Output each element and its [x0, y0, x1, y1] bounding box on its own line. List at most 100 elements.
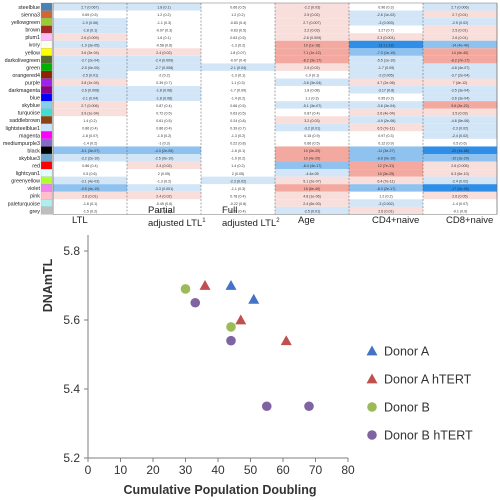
- heatmap-cell-value: -1.1 (0.3): [157, 21, 172, 25]
- module-color-swatch: [40, 138, 53, 147]
- heatmap-cell: [349, 131, 423, 139]
- heatmap-cell: [349, 86, 423, 94]
- data-point: [280, 335, 292, 346]
- heatmap-cell-value: -0.97 (0.3): [156, 28, 173, 32]
- heatmap-cell-value: 3.6 (3e-04): [81, 51, 99, 55]
- heatmap-cell-value: 1.2 (0.2): [157, 13, 170, 17]
- heatmap-cell-value: -2.4 (0.02): [452, 134, 469, 138]
- heatmap-cell-value: 2.2 (0.03): [304, 28, 319, 32]
- module-label: darkolivegreen: [5, 58, 40, 64]
- heatmap-cell: [423, 18, 497, 26]
- heatmap-row: sienna3 0.69 (0.5) 1.2 (0.2) 1.2 (0.2) 2.5 (…: [21, 10, 497, 19]
- heatmap-cell: [127, 206, 201, 215]
- heatmap-cell: [127, 40, 201, 49]
- module-label: greenyellow: [11, 179, 40, 185]
- heatmap-cell-value: -1.4 (0.2): [231, 96, 246, 100]
- heatmap-cell-value: -3.6 (3e-04): [451, 96, 470, 100]
- heatmap-cell: [349, 116, 423, 124]
- heatmap-cell: [201, 206, 275, 215]
- heatmap-cell: [53, 70, 127, 79]
- heatmap-cell: [127, 93, 201, 102]
- data-point: [235, 314, 247, 325]
- x-tick-label: 80: [341, 463, 355, 477]
- heatmap-cell-value: -2.6 (1e-02): [377, 13, 396, 17]
- heatmap-cell-value: -9.5 (4e-10): [81, 187, 100, 191]
- heatmap-cell: [275, 116, 349, 124]
- heatmap-row: green -2.5 (0e-00) -2.7 (0.008) -2.1 (0.04)…: [26, 63, 497, 71]
- heatmap-cell: [275, 55, 349, 64]
- heatmap-cell-value: 13.1 (-18): [378, 43, 394, 47]
- heatmap-cell: [275, 70, 349, 79]
- heatmap-cell-value: -1.7 (0.09): [230, 89, 247, 93]
- heatmap-cell: [275, 138, 349, 147]
- heatmap-cell-value: 4.7 (2e-06): [377, 81, 395, 85]
- module-color-swatch: [40, 101, 53, 109]
- module-color-swatch: [40, 153, 53, 162]
- heatmap-cell-value: -0.58 (0.6): [156, 43, 173, 47]
- module-color-swatch: [40, 85, 53, 94]
- heatmap-cell-value: 0.95 (0.3): [378, 96, 393, 100]
- heatmap-cell: [423, 154, 497, 162]
- heatmap-cell: [423, 25, 497, 34]
- heatmap-row: orangered4 -2.5 (0.01) -2 (0.2) -1.3 (0.1) -…: [12, 70, 497, 79]
- heatmap-row: yellowgreen -1.9 (0.06) -1.1 (0.3) -0.83 (0…: [11, 18, 497, 26]
- heatmap-cell: [201, 169, 275, 177]
- heatmap-cell-value: -2.5 (0.01): [82, 74, 99, 78]
- heatmap-cell-value: -1.1 (0.3): [231, 187, 246, 191]
- heatmap-cell-value: 2.4 (0.02): [156, 194, 171, 198]
- heatmap-cell-value: -0.83 (0.4): [230, 21, 247, 25]
- y-axis-title: DNAmTL: [41, 258, 55, 312]
- heatmap-cell-value: 1.2 (0.2): [231, 13, 244, 17]
- heatmap-cell-value: 0.12 (0.9): [378, 142, 393, 146]
- heatmap-cell-value: 0.72 (0.5): [156, 111, 171, 115]
- heatmap-cell-value: 2.7 (0.006): [451, 6, 468, 10]
- heatmap-cell-value: -1.6 (0.1): [83, 202, 98, 206]
- heatmap-row: red 0.86 (0.4) 2.4 (0.02) 1.4 (0.2) -8.4 (4e…: [32, 161, 497, 170]
- heatmap-cell: [201, 116, 275, 124]
- heatmap-cell-value: 0.86 (0.4): [156, 126, 171, 130]
- module-label: blue: [30, 96, 40, 102]
- heatmap-cell: [423, 63, 497, 71]
- module-label: plum1: [25, 35, 40, 41]
- heatmap-cell: [275, 33, 349, 41]
- heatmap-cell-value: 2.6 (0.01): [82, 194, 97, 198]
- legend-entry: Donor B: [367, 401, 430, 415]
- heatmap-cell-value: -2.5 (0e-10): [155, 157, 174, 161]
- heatmap-column-label: Age: [298, 215, 315, 226]
- heatmap-cell: [201, 18, 275, 26]
- data-point: [226, 322, 236, 332]
- module-color-swatch: [40, 63, 53, 72]
- heatmap-cell-value: -20 (4e-88): [451, 149, 469, 153]
- module-label: saddlebrown: [9, 118, 40, 124]
- heatmap-cell-value: 0.87 (0.4): [304, 111, 319, 115]
- heatmap-cell: [423, 78, 497, 87]
- module-color-swatch: [40, 116, 53, 124]
- heatmap-cell-value: -3.17 (0.8): [378, 89, 395, 93]
- heatmap-cell: [53, 63, 127, 71]
- module-label: red: [32, 164, 40, 170]
- data-point: [226, 335, 236, 346]
- heatmap-cell: [275, 48, 349, 56]
- heatmap-cell: [423, 176, 497, 185]
- heatmap-cell: [127, 86, 201, 94]
- heatmap-cell: [127, 48, 201, 56]
- heatmap-cell: [201, 146, 275, 154]
- heatmap-cell-value: 3.27 (0.7): [378, 28, 393, 32]
- legend-marker: [367, 402, 377, 412]
- heatmap-cell-value: -2.6 (0.008): [81, 89, 100, 93]
- heatmap-cell: [423, 116, 497, 124]
- heatmap-row: darkolivegreen -3.7 (2e-04) -2.4 (0.009) -0…: [5, 55, 497, 64]
- data-point: [225, 280, 237, 290]
- heatmap-cell: [275, 161, 349, 170]
- heatmap-cell-value: 3.2 (0.03): [304, 119, 319, 123]
- heatmap-cell: [201, 78, 275, 87]
- heatmap-row: lightsteelblue1 0.86 (0.4) 0.86 (0.4) 0.39 …: [6, 123, 497, 132]
- module-label: yellowgreen: [11, 20, 40, 26]
- heatmap-cell-value: 1.1 (0.3): [231, 81, 244, 85]
- heatmap-cell: [53, 101, 127, 109]
- x-tick-label: 20: [146, 463, 160, 477]
- heatmap-cell-value: -4.3 (2e-05): [155, 149, 174, 153]
- heatmap-row: purple 3.8 (1e-04) 0.39 (0.7) 1.1 (0.3) -3.6…: [25, 78, 497, 87]
- heatmap-cell-value: 4.8 (1e-06): [303, 194, 321, 198]
- heatmap-cell: [423, 10, 497, 19]
